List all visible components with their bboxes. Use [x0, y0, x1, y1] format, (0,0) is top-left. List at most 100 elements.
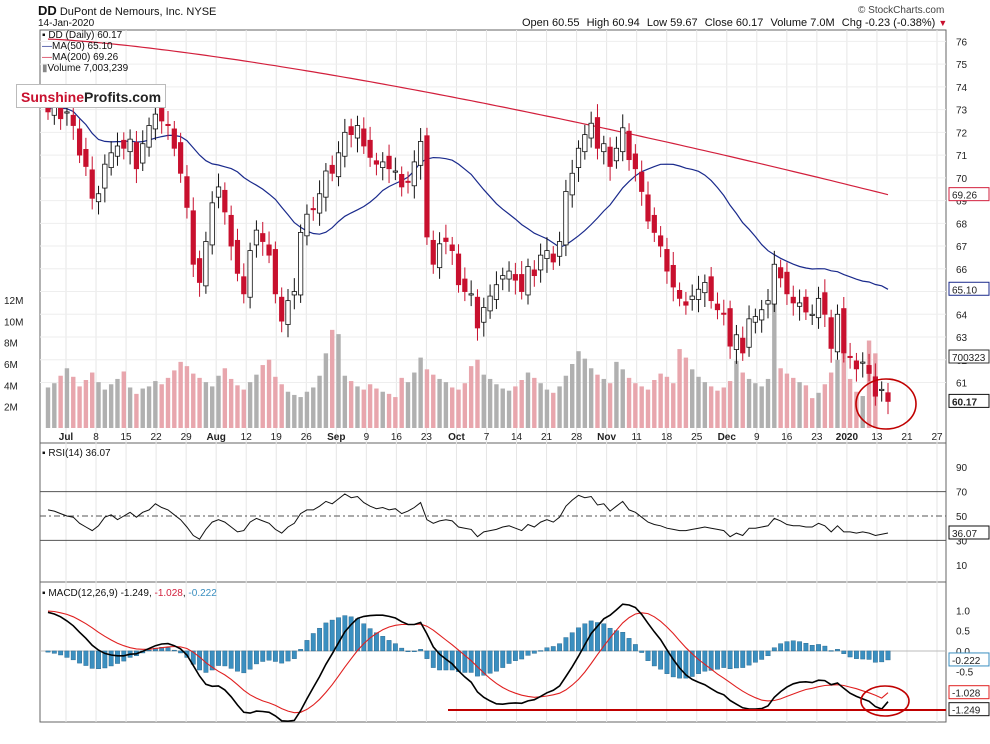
annotation-circle-macd [860, 685, 910, 717]
volume-bar [746, 378, 752, 428]
candle [102, 163, 108, 189]
candle [771, 263, 777, 305]
candle [184, 176, 190, 208]
macd-histogram-bar [803, 643, 809, 652]
volume-bar [601, 378, 606, 428]
chart-header-left: DD DuPont de Nemours, Inc. NYSE [38, 3, 216, 18]
candle [140, 143, 146, 164]
volume-bar [462, 383, 468, 428]
macd-legend-v1: -1.249 [120, 588, 149, 599]
volume-bar [418, 357, 423, 428]
x-tick-label: Oct [448, 432, 465, 443]
sunshine-profits-logo: SunshineProfits.com [16, 84, 166, 108]
macd-histogram-bar [254, 650, 259, 665]
macd-histogram-bar [866, 650, 872, 660]
x-tick-label: Jul [59, 432, 74, 443]
candle [683, 301, 689, 306]
candle [354, 125, 361, 139]
volume-bar [146, 386, 152, 428]
x-tick-label: 28 [571, 432, 583, 443]
volume-bar [626, 377, 632, 428]
x-tick-label: 16 [391, 432, 403, 443]
volume-bar [96, 382, 101, 428]
macd-histogram-bar [317, 627, 322, 652]
rsi-legend-swatch: ▪ [42, 448, 46, 459]
candle [620, 127, 626, 153]
macd-histogram-bar [885, 650, 891, 661]
volume-bar [361, 389, 366, 428]
candle [569, 172, 575, 196]
candle [424, 135, 430, 238]
price-legend: ▪ DD (Daily) 60.17 —MA(50) 65.10 —MA(200… [42, 30, 128, 74]
candle [544, 250, 550, 259]
x-tick-label: Nov [597, 432, 616, 443]
macd-histogram-bar [64, 650, 70, 658]
volume-bar [500, 388, 505, 428]
candle [575, 147, 582, 168]
volume-value: 7.0M [810, 17, 835, 29]
volume-bar [266, 359, 272, 428]
volume-bar [292, 394, 297, 428]
candle [872, 376, 878, 397]
volume-bar [557, 386, 562, 428]
macd-histogram-bar [386, 640, 392, 652]
volume-bar [810, 398, 815, 428]
volume-bar [475, 359, 480, 428]
price-tick-label: 66 [956, 265, 968, 276]
volume-bar [721, 387, 726, 428]
candle [89, 169, 95, 199]
candle [241, 276, 247, 295]
macd-value-label: -1.249 [952, 706, 981, 717]
candle [95, 193, 102, 203]
macd-histogram-bar [272, 650, 278, 662]
macd-histogram-bar [203, 650, 209, 673]
candle [689, 295, 695, 300]
macd-histogram-bar [512, 650, 518, 661]
high-label: High [586, 17, 610, 29]
price-tick-label: 61 [956, 379, 968, 390]
macd-histogram-bar [740, 650, 746, 668]
volume-bar [519, 380, 524, 428]
legend-ma50-text: MA(50) 65.10 [52, 41, 113, 52]
candle [803, 296, 809, 313]
macd-histogram-bar [614, 630, 619, 652]
candle [676, 290, 683, 299]
volume-bar [828, 372, 834, 428]
candle [165, 123, 171, 126]
candle [500, 275, 506, 280]
macd-value-box [948, 652, 990, 667]
ma200-line [47, 38, 889, 196]
x-tick-label: 15 [121, 432, 133, 443]
macd-histogram-bar [235, 650, 240, 672]
macd-histogram-bar [348, 616, 354, 652]
macd-histogram-bar [462, 650, 468, 673]
volume-bar [64, 368, 70, 428]
candle [601, 143, 607, 153]
volume-bar [677, 349, 682, 428]
candle [399, 174, 405, 188]
legend-main-text: DD (Daily) 60.17 [48, 30, 123, 41]
panel-frame-2 [39, 581, 947, 723]
candle [759, 309, 765, 321]
volume-bar [115, 378, 120, 428]
candle [626, 130, 632, 161]
volume-bar [191, 373, 196, 428]
volume-tick-label: 10M [4, 317, 23, 328]
volume-tick-label: 12M [4, 296, 23, 307]
macd-histogram-bar [784, 641, 790, 652]
macd-tick-label: -0.5 [956, 667, 974, 678]
candle [702, 282, 708, 294]
rsi-tick-label: 30 [956, 536, 968, 547]
macd-histogram-bar [506, 650, 512, 664]
macd-histogram-bar [405, 650, 411, 652]
macd-histogram-bar [626, 638, 632, 652]
volume-bar [285, 391, 291, 428]
volume-bar [538, 383, 543, 428]
volume-bar [184, 366, 190, 428]
x-tick-label: 21 [901, 432, 913, 443]
macd-histogram-bar [241, 650, 247, 674]
price-tick-label: 64 [956, 310, 968, 321]
volume-tick-label: 2M [4, 403, 18, 414]
macd-histogram-bar [468, 650, 474, 673]
candle [76, 128, 83, 156]
